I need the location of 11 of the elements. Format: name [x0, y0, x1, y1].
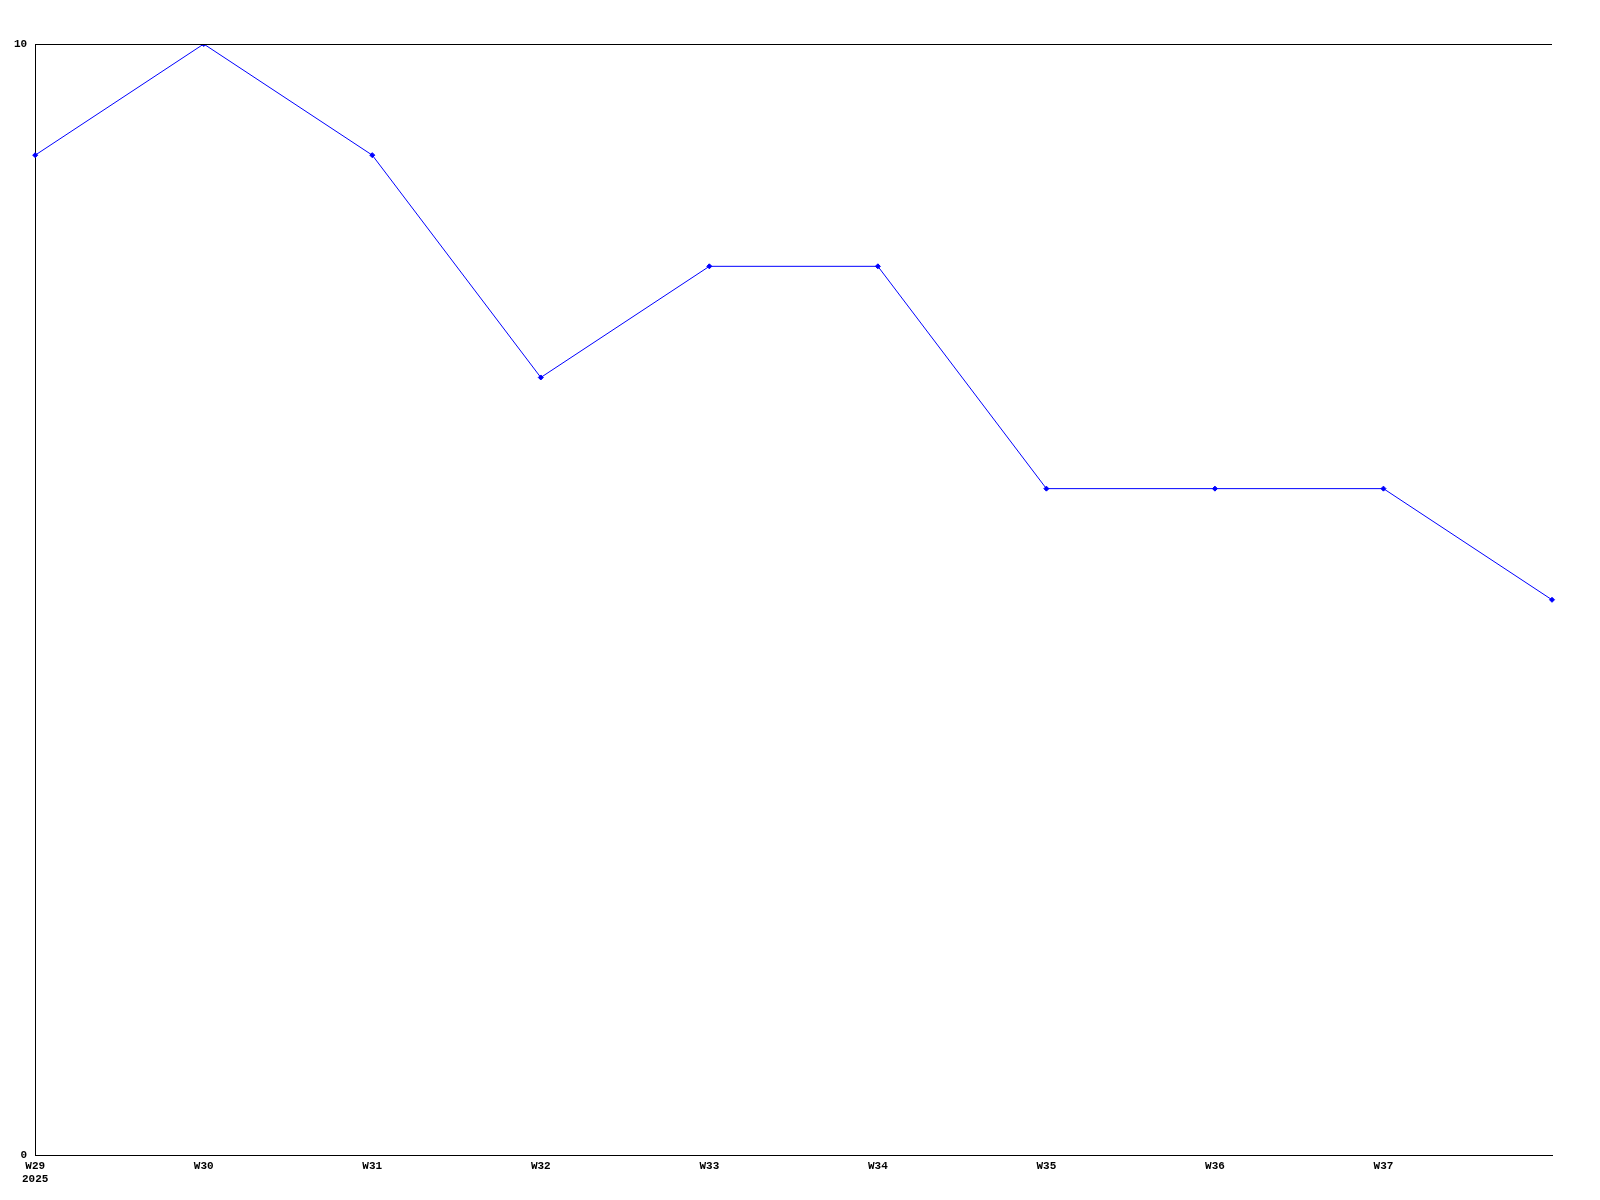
- x-tick-label: W34: [867, 1159, 889, 1172]
- x-tick-label: W32: [530, 1159, 551, 1172]
- x-tick-label: W33: [699, 1159, 720, 1172]
- x-tick-label: W29 2025: [22, 1159, 49, 1186]
- y-tick-label: 10: [14, 37, 28, 50]
- x-tick-label: W37: [1373, 1159, 1394, 1172]
- x-tick-label: W35: [1036, 1159, 1057, 1172]
- y-tick-label: 0: [20, 1149, 28, 1162]
- x-tick-label: W30: [193, 1159, 214, 1172]
- x-tick-label: W31: [362, 1159, 383, 1172]
- x-tick-label: W36: [1205, 1159, 1225, 1172]
